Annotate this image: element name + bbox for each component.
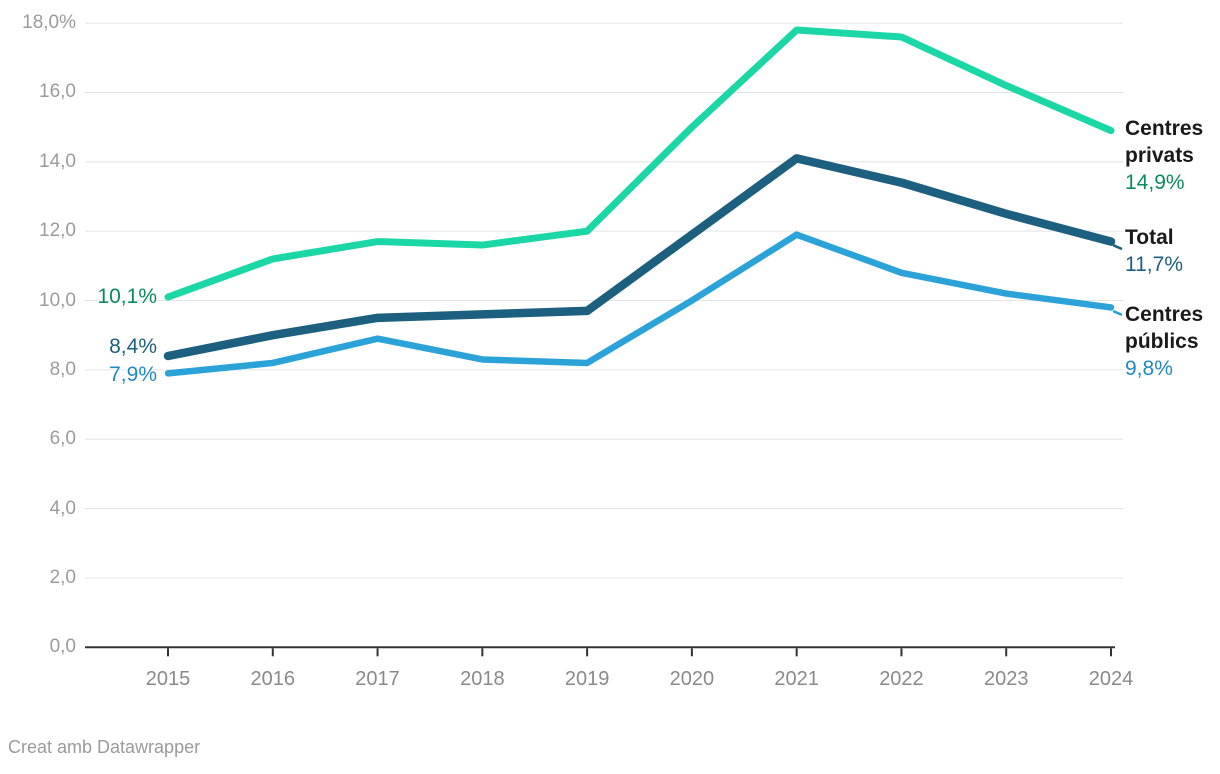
series-line-0 xyxy=(164,26,1115,301)
x-axis-tick-label: 2024 xyxy=(1088,668,1134,690)
y-axis-tick-label: 4,0 xyxy=(49,497,76,519)
series-end-value-label: 11,7% xyxy=(1125,253,1183,276)
x-axis-tick-label: 2022 xyxy=(879,668,924,690)
x-axis-tick-label: 2018 xyxy=(460,668,505,690)
x-axis-tick-label: 2021 xyxy=(774,668,819,690)
series-start-value-label: 10,1% xyxy=(97,285,157,309)
label-connector-dash xyxy=(1112,244,1123,250)
series-name-label: Total xyxy=(1125,226,1174,249)
series-start-value-label: 7,9% xyxy=(109,363,157,387)
series-end-label-block: Total 11,7% xyxy=(1125,224,1220,278)
y-axis-tick-label: 0,0 xyxy=(49,636,76,658)
y-axis-tick-label: 14,0 xyxy=(39,150,76,172)
series-name-label: Centres públics xyxy=(1125,303,1204,353)
x-axis-tick-label: 2020 xyxy=(669,668,715,690)
y-axis-tick-label: 16,0 xyxy=(39,81,76,103)
series-start-value-label: 8,4% xyxy=(109,335,157,358)
y-axis-tick-label: 8,0 xyxy=(49,358,76,380)
y-axis-tick-label: 10,0 xyxy=(39,289,76,311)
series-end-label-block: Centres públics 9,8% xyxy=(1125,301,1220,382)
series-name-label: Centres privats xyxy=(1125,117,1204,167)
x-axis-tick-label: 2017 xyxy=(355,668,400,690)
y-axis-tick-label: 2,0 xyxy=(49,566,76,588)
label-connector-dash xyxy=(1112,310,1123,316)
y-axis-tick-label: 12,0 xyxy=(39,220,76,242)
x-axis-tick-label: 2015 xyxy=(145,668,191,690)
series-line-1 xyxy=(163,154,1116,361)
series-end-value-label: 14,9% xyxy=(1125,171,1185,194)
series-end-value-label: 9,8% xyxy=(1125,357,1173,380)
series-line-2 xyxy=(164,231,1115,377)
x-axis-tick-label: 2019 xyxy=(564,668,610,690)
x-axis-tick-label: 2023 xyxy=(983,668,1029,690)
y-axis-tick-label: 6,0 xyxy=(49,428,76,450)
datawrapper-credit: Creat amb Datawrapper xyxy=(8,737,201,757)
x-axis-tick-label: 2016 xyxy=(250,668,296,690)
y-axis-tick-label: 18,0% xyxy=(22,12,76,34)
series-end-label-block: Centres privats 14,9% xyxy=(1125,115,1220,196)
